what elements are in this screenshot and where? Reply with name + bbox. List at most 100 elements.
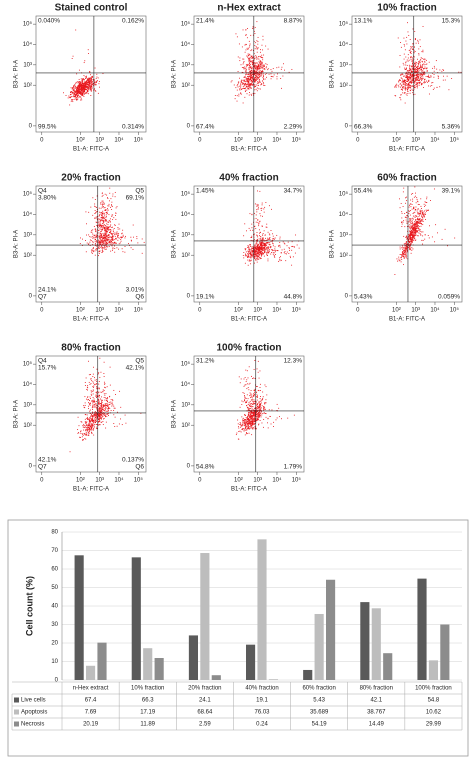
event-dot [73, 94, 75, 96]
event-dot [399, 66, 401, 68]
event-dot [259, 243, 261, 245]
event-dot [250, 61, 252, 62]
event-dot [416, 71, 418, 73]
event-dot [279, 241, 281, 243]
event-dot [93, 251, 95, 253]
event-dot [409, 231, 411, 233]
event-dot [264, 247, 265, 249]
event-dot [424, 61, 426, 63]
event-dot [99, 228, 101, 230]
event-dot [107, 237, 109, 239]
event-dot [109, 187, 111, 189]
event-dot [251, 235, 253, 237]
event-dot [417, 71, 419, 73]
event-dot [415, 228, 417, 230]
event-dot [70, 91, 72, 93]
event-dot [423, 203, 425, 205]
event-dot [254, 252, 256, 254]
event-dot [248, 82, 250, 84]
event-dot [417, 75, 419, 77]
event-dot [99, 416, 101, 418]
event-dot [94, 415, 96, 417]
event-dot [286, 251, 288, 253]
event-dot [265, 240, 267, 241]
event-dot [414, 39, 416, 41]
event-dot [98, 408, 100, 410]
event-dot [80, 91, 82, 93]
event-dot [87, 80, 89, 81]
y-tick-label: 10³ [339, 232, 348, 238]
event-dot [96, 225, 98, 226]
event-dot [78, 425, 80, 427]
event-dot [415, 221, 417, 223]
event-dot [295, 234, 297, 236]
event-dot [91, 86, 93, 88]
event-dot [89, 80, 91, 82]
event-dot [101, 409, 103, 411]
event-dot [288, 71, 290, 73]
event-dot [257, 67, 259, 69]
event-dot [414, 226, 416, 228]
event-dot [257, 47, 259, 49]
event-dot [411, 247, 413, 249]
event-dot [256, 407, 258, 409]
event-dot [101, 238, 103, 240]
event-dot [251, 417, 253, 419]
y-tick-label: 10⁵ [23, 191, 33, 198]
event-dot [433, 65, 435, 67]
event-dot [107, 226, 109, 228]
event-dot [88, 244, 89, 245]
event-dot [257, 221, 259, 223]
y-tick-label: 10⁵ [181, 191, 191, 198]
event-dot [78, 91, 80, 93]
event-dot [416, 74, 418, 76]
event-dot [108, 226, 110, 228]
event-dot [258, 238, 260, 240]
event-dot [408, 241, 410, 242]
x-tick-label: 10⁴ [430, 307, 440, 314]
event-dot [249, 64, 251, 66]
event-dot [93, 401, 95, 403]
event-dot [394, 86, 396, 88]
event-dot [130, 236, 132, 238]
event-dot [245, 248, 247, 250]
event-dot [98, 372, 100, 374]
event-dot [436, 68, 438, 70]
event-dot [245, 44, 247, 46]
event-dot [250, 420, 252, 422]
event-dot [80, 421, 82, 423]
event-dot [98, 410, 100, 412]
event-dot [266, 246, 268, 248]
event-dot [409, 224, 411, 226]
event-dot [257, 247, 259, 249]
event-dot [97, 423, 99, 425]
event-dot [92, 425, 94, 427]
event-dot [105, 239, 107, 240]
event-dot [419, 231, 421, 233]
event-dot [420, 234, 422, 236]
event-dot [416, 231, 418, 232]
event-dot [421, 220, 422, 222]
event-dot [99, 406, 101, 408]
event-dot [416, 223, 417, 225]
event-dot [82, 84, 84, 86]
event-dot [87, 385, 89, 387]
event-dot [256, 406, 258, 408]
event-dot [415, 206, 417, 208]
event-dot [408, 236, 410, 238]
event-dot [408, 210, 410, 212]
event-dot [103, 413, 105, 414]
event-dot [77, 87, 79, 89]
event-dot [410, 203, 412, 205]
event-dot [89, 241, 91, 243]
event-dot [107, 408, 109, 410]
event-dot [70, 93, 72, 95]
event-dot [104, 220, 106, 221]
event-dot [254, 80, 256, 82]
event-dot [97, 424, 99, 426]
event-dot [261, 248, 263, 250]
event-dot [113, 423, 115, 424]
event-dot [99, 416, 101, 418]
event-dot [261, 241, 262, 243]
event-dot [81, 88, 83, 90]
